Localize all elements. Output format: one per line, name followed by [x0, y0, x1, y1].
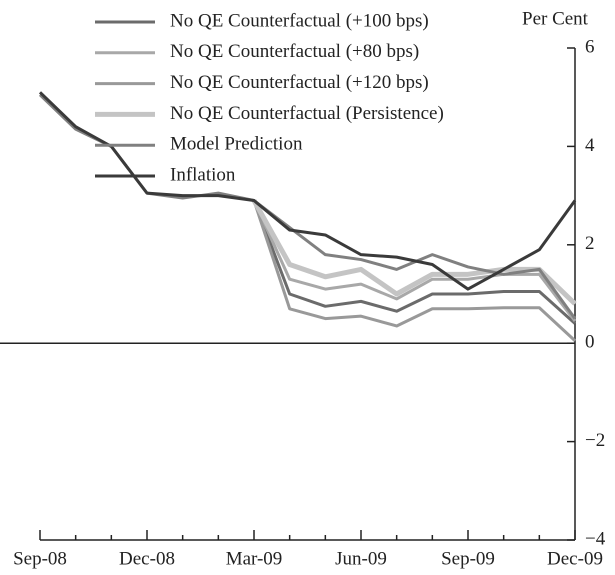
line-series: [252, 199, 577, 322]
y-tick-label: −4: [585, 528, 606, 549]
line-series: [252, 199, 577, 325]
y-tick-label: 2: [585, 233, 595, 254]
x-tick-label: Jun-09: [335, 548, 387, 569]
y-tick-label: 6: [585, 36, 595, 57]
line-series: [252, 200, 577, 342]
x-tick-label: Mar-09: [226, 548, 283, 569]
y-tick-label: 4: [585, 135, 595, 156]
line-series: [251, 199, 577, 306]
y-tick-label: 0: [585, 332, 595, 353]
legend-label: No QE Counterfactual (+80 bps): [170, 41, 419, 62]
legend-label: No QE Counterfactual (Persistence): [170, 103, 444, 124]
y-axis-label: Per Cent: [522, 8, 589, 29]
x-tick-label: Dec-09: [547, 548, 603, 569]
x-tick-label: Sep-08: [13, 548, 67, 569]
y-tick-label: −2: [585, 430, 605, 451]
legend-label: No QE Counterfactual (+120 bps): [170, 72, 429, 93]
legend-label: No QE Counterfactual (+100 bps): [170, 10, 429, 31]
x-tick-label: Dec-08: [119, 548, 175, 569]
line-series: [38, 91, 577, 291]
legend-label: Model Prediction: [170, 134, 303, 155]
x-tick-label: Sep-09: [441, 548, 495, 569]
legend-label: Inflation: [170, 164, 236, 185]
